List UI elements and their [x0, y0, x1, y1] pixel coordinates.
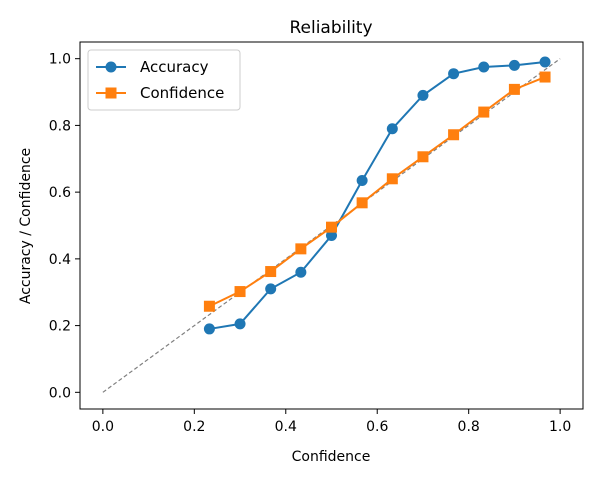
- x-tick-label: 0.2: [183, 419, 205, 435]
- legend-box: [87, 49, 241, 111]
- y-tick-label: 0.6: [49, 185, 71, 201]
- confidence-point: [417, 151, 429, 163]
- y-tick-label: 1.0: [49, 52, 71, 68]
- accuracy-point: [448, 68, 460, 80]
- accuracy-point: [478, 61, 490, 73]
- confidence-point: [478, 106, 490, 118]
- axis-ticks: 0.0 0.2 0.4 0.6 0.8 1.0 0.0 0.2 0.4 0.6 0.8 1.0: [49, 52, 572, 435]
- x-tick-label: 0.8: [458, 419, 480, 435]
- x-tick-label: 1.0: [549, 419, 571, 435]
- accuracy-point: [417, 89, 429, 101]
- accuracy-point: [326, 230, 337, 242]
- plot-area: [102, 56, 561, 393]
- confidence-point: [326, 221, 337, 233]
- x-tick-label: 0.6: [366, 419, 388, 435]
- x-axis-label: Confidence: [292, 449, 371, 465]
- confidence-point: [295, 243, 307, 255]
- confidence-point: [386, 173, 398, 185]
- x-tick-label: 0.0: [92, 419, 114, 435]
- confidence-point: [539, 71, 551, 83]
- y-axis-label: Accuracy / Confidence: [18, 148, 34, 304]
- y-tick-label: 0.2: [49, 319, 71, 335]
- accuracy-point: [234, 318, 246, 330]
- legend-accuracy-label: Accuracy: [140, 58, 209, 76]
- legend-accuracy-marker: [105, 61, 117, 73]
- accuracy-point: [203, 323, 215, 335]
- accuracy-point: [265, 283, 277, 295]
- accuracy-point: [356, 174, 368, 186]
- chart-title: Reliability: [289, 18, 372, 38]
- legend-confidence-label: Confidence: [140, 84, 224, 102]
- accuracy-point: [386, 123, 398, 135]
- legend-confidence-marker: [105, 87, 117, 99]
- accuracy-point: [508, 59, 520, 71]
- confidence-point: [356, 197, 368, 209]
- y-tick-label: 0.4: [49, 252, 71, 268]
- legend: Accuracy Confidence: [87, 49, 241, 111]
- axes-frame: [79, 41, 584, 410]
- confidence-point: [265, 266, 277, 278]
- x-tick-label: 0.4: [275, 419, 297, 435]
- y-tick-label: 0.0: [49, 385, 71, 401]
- confidence-point: [234, 286, 246, 298]
- y-tick-label: 0.8: [49, 118, 71, 134]
- confidence-point: [448, 129, 460, 141]
- confidence-point: [203, 300, 215, 312]
- accuracy-point: [539, 56, 551, 68]
- accuracy-point: [295, 266, 307, 278]
- confidence-point: [508, 83, 520, 95]
